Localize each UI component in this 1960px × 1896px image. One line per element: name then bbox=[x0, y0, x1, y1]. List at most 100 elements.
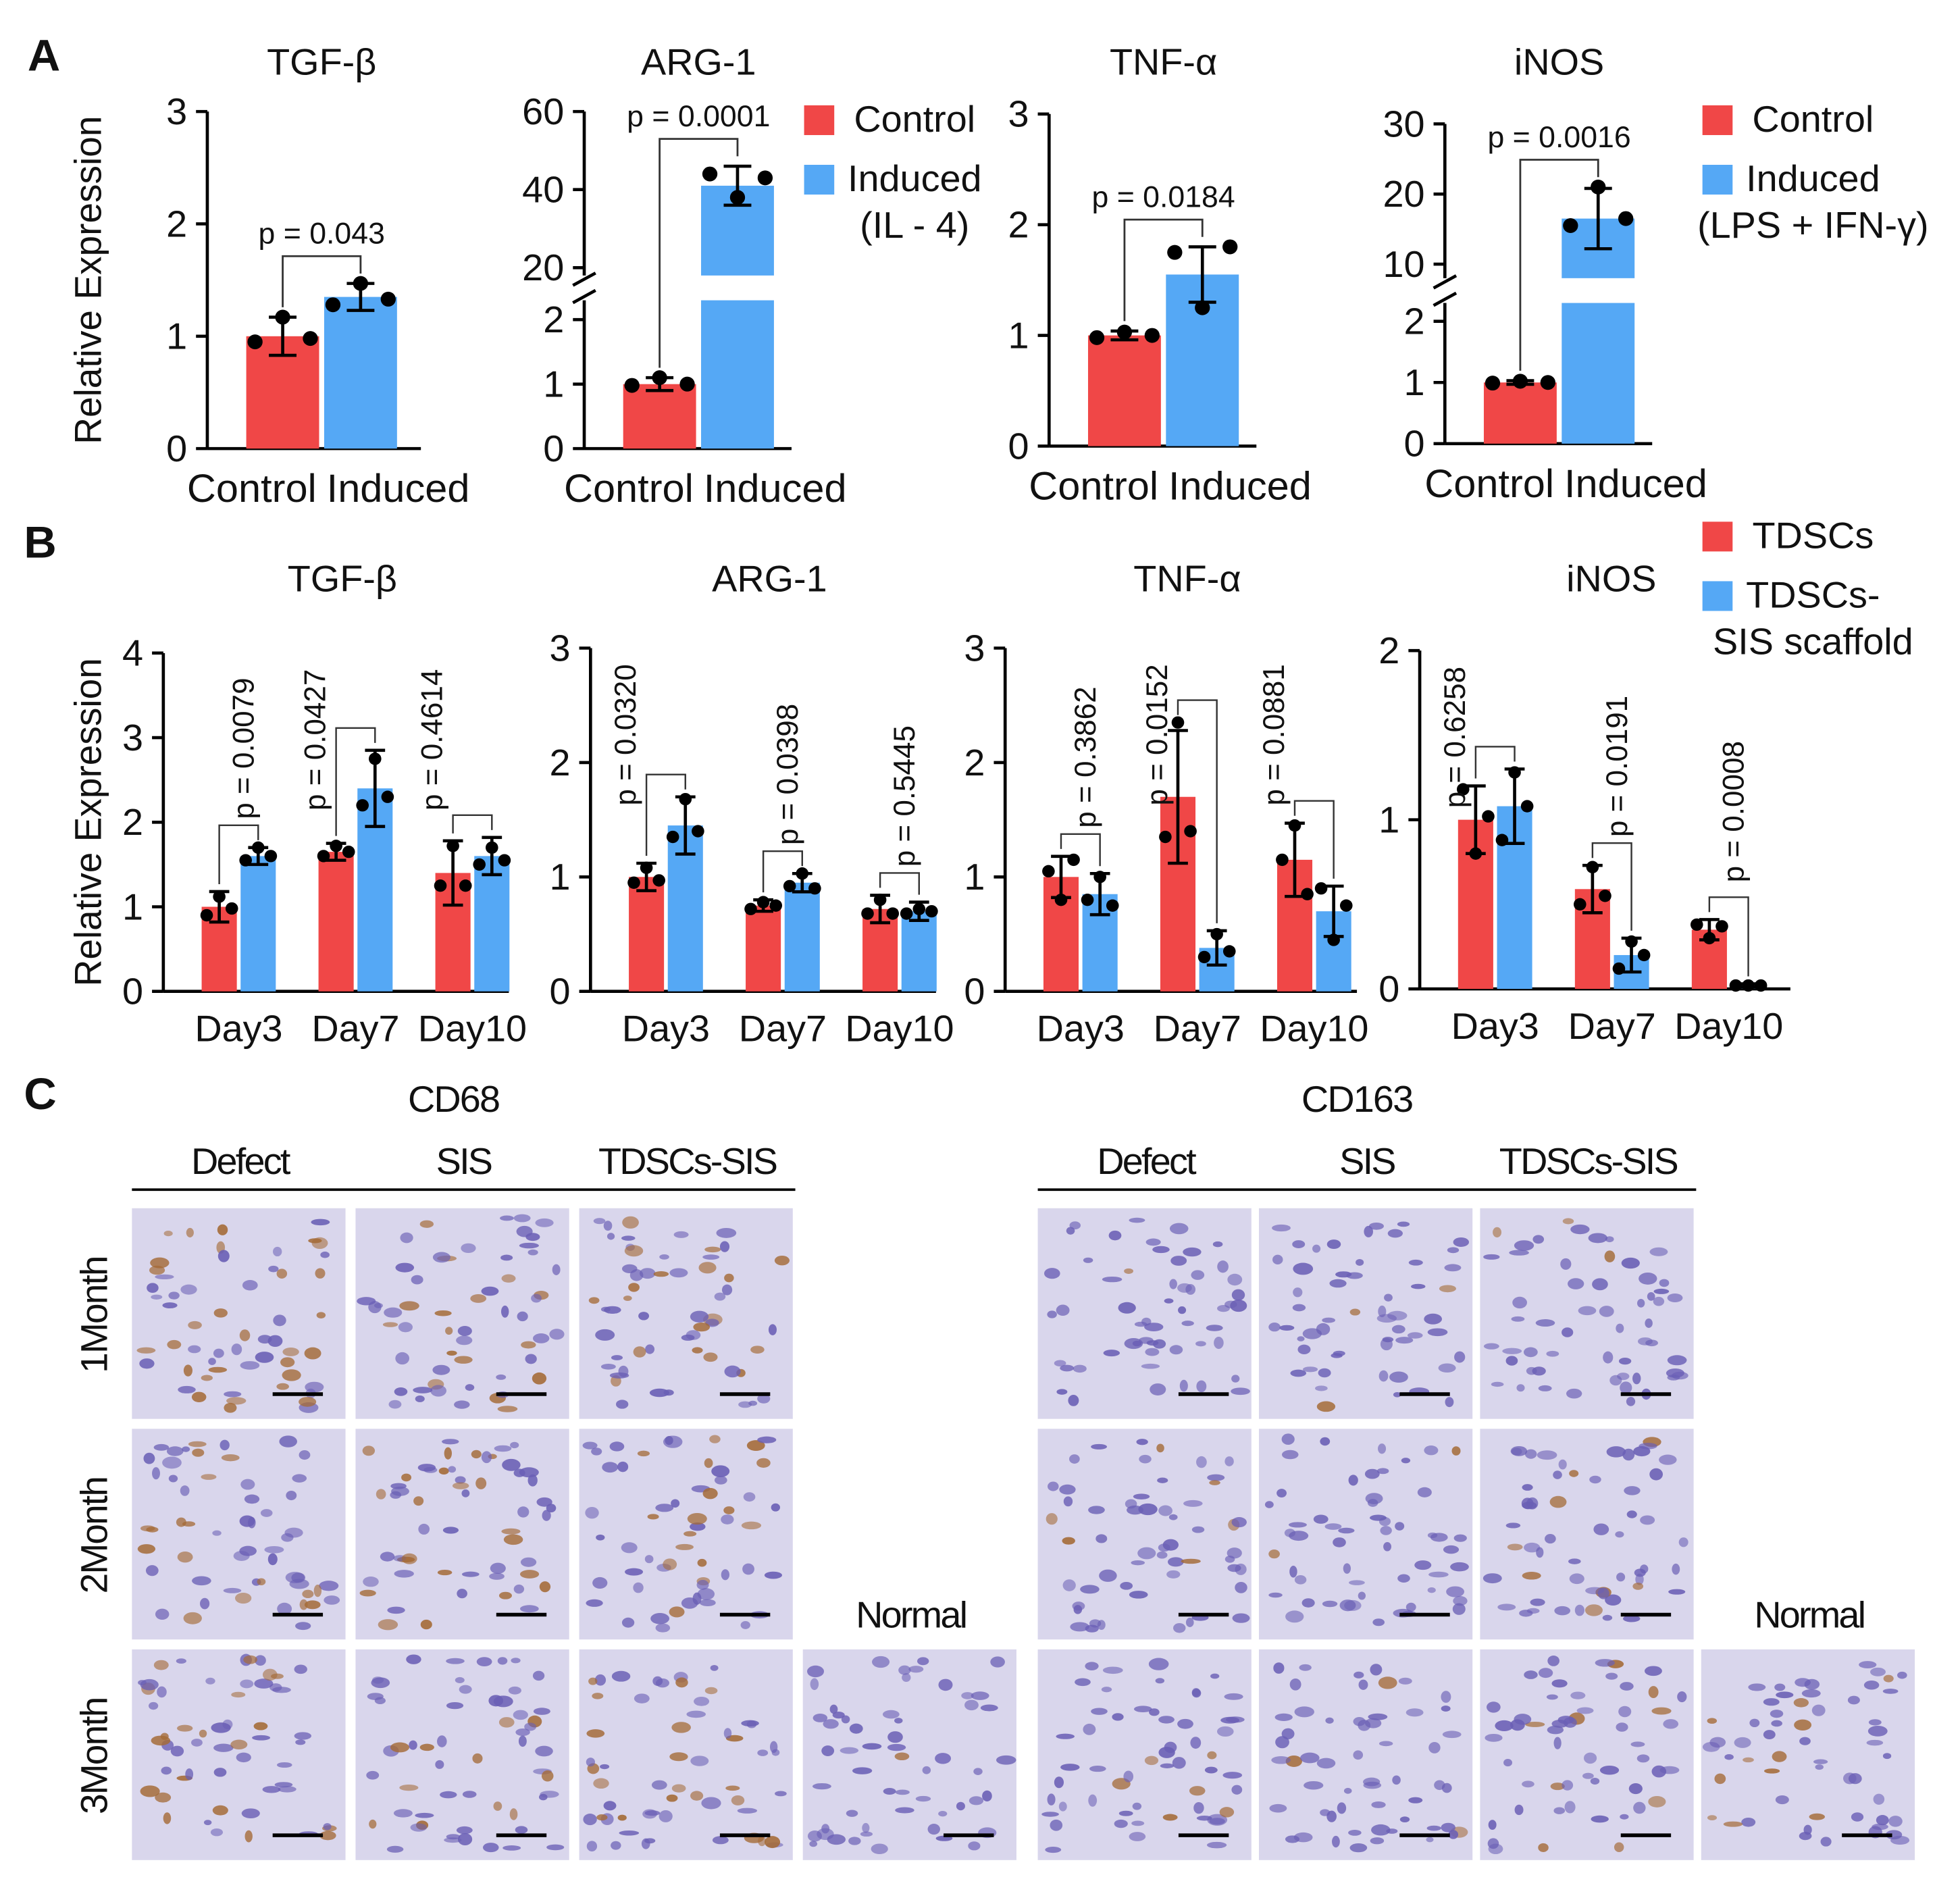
stained-cell bbox=[503, 1534, 523, 1545]
nucleus bbox=[1537, 1450, 1557, 1460]
nucleus bbox=[1224, 1456, 1234, 1466]
nucleus bbox=[1624, 1486, 1641, 1495]
nucleus bbox=[1231, 1785, 1243, 1795]
stained-cell bbox=[756, 1458, 771, 1468]
stained-cell bbox=[521, 1341, 536, 1349]
nucleus bbox=[898, 1665, 911, 1675]
stained-cell bbox=[226, 1397, 247, 1405]
x-tick-label: Day7 bbox=[311, 1008, 399, 1050]
nucleus bbox=[694, 1696, 710, 1706]
nucleus bbox=[210, 1828, 224, 1837]
stained-cell bbox=[319, 1830, 336, 1841]
nucleus bbox=[1275, 1736, 1289, 1749]
nucleus bbox=[1398, 1677, 1412, 1685]
stained-cell bbox=[617, 1814, 627, 1821]
nucleus bbox=[1574, 1604, 1584, 1616]
stained-cell bbox=[188, 1441, 207, 1447]
nucleus bbox=[1145, 1348, 1160, 1356]
bar bbox=[318, 852, 354, 992]
stained-cell bbox=[647, 1514, 659, 1520]
nucleus bbox=[489, 1572, 505, 1580]
nucleus bbox=[390, 1483, 407, 1489]
nucleus bbox=[500, 1215, 514, 1221]
nucleus bbox=[1222, 1772, 1243, 1779]
nucleus bbox=[1616, 1323, 1624, 1333]
stained-cell bbox=[671, 1784, 686, 1793]
nucleus bbox=[1443, 1545, 1460, 1554]
column-label: TDSCs-SIS bbox=[1499, 1140, 1678, 1182]
nucleus bbox=[1497, 1604, 1516, 1611]
nucleus bbox=[603, 1801, 617, 1811]
nucleus bbox=[649, 1388, 670, 1398]
nucleus bbox=[810, 1678, 819, 1691]
stained-cell bbox=[221, 1454, 240, 1462]
nucleus bbox=[1136, 1439, 1148, 1445]
nucleus bbox=[1799, 1737, 1811, 1745]
nucleus bbox=[719, 1241, 730, 1252]
nucleus bbox=[1207, 1474, 1225, 1481]
nucleus bbox=[938, 1811, 948, 1817]
nucleus bbox=[1047, 1310, 1057, 1318]
nucleus bbox=[1447, 1247, 1460, 1254]
stained-cell bbox=[434, 1310, 452, 1316]
nucleus bbox=[582, 1441, 598, 1450]
nucleus bbox=[1568, 1278, 1584, 1289]
nucleus bbox=[240, 1479, 255, 1490]
nucleus bbox=[384, 1307, 403, 1318]
nucleus bbox=[644, 1555, 654, 1564]
y-tick-label: 1 bbox=[550, 856, 571, 898]
nucleus bbox=[1595, 1659, 1615, 1667]
nucleus bbox=[1054, 1776, 1064, 1789]
nucleus bbox=[1606, 1446, 1626, 1458]
stained-cell bbox=[472, 1753, 483, 1764]
nucleus bbox=[1294, 1706, 1314, 1718]
chart-title: ARG-1 bbox=[712, 558, 827, 600]
stained-cell bbox=[624, 1245, 644, 1257]
nucleus bbox=[1630, 1741, 1645, 1747]
y-tick-label: 40 bbox=[522, 169, 564, 211]
nucleus bbox=[625, 1568, 644, 1576]
nucleus bbox=[616, 1400, 629, 1409]
nucleus bbox=[1273, 1662, 1285, 1674]
data-point bbox=[473, 858, 486, 871]
normal-label: Normal bbox=[856, 1594, 966, 1636]
nucleus bbox=[1526, 1608, 1540, 1614]
nucleus bbox=[257, 1335, 272, 1344]
nucleus bbox=[502, 1845, 521, 1851]
nucleus bbox=[224, 1391, 242, 1398]
nucleus bbox=[1741, 1817, 1756, 1827]
nucleus bbox=[490, 1562, 506, 1574]
nucleus bbox=[1599, 1306, 1614, 1317]
nucleus bbox=[1149, 1708, 1160, 1716]
nucleus bbox=[1118, 1810, 1133, 1816]
chart-title: TNF-α bbox=[1133, 558, 1241, 600]
significance-bracket bbox=[762, 850, 803, 893]
nucleus bbox=[442, 1439, 459, 1445]
y-tick-label: 2 bbox=[122, 801, 143, 843]
micrograph bbox=[1258, 1208, 1473, 1419]
nucleus bbox=[284, 1527, 303, 1538]
stained-cell bbox=[1743, 1757, 1754, 1763]
nucleus bbox=[1873, 1793, 1885, 1805]
p-value: p = 0.0320 bbox=[609, 664, 642, 805]
nucleus bbox=[860, 1831, 873, 1837]
data-point bbox=[1054, 894, 1068, 906]
stained-cell bbox=[454, 1356, 473, 1364]
nucleus bbox=[1185, 1617, 1194, 1627]
data-point bbox=[1540, 375, 1555, 390]
nucleus bbox=[406, 1654, 421, 1664]
nucleus bbox=[274, 1782, 293, 1788]
stained-cell bbox=[316, 1312, 326, 1319]
nucleus bbox=[1553, 1807, 1566, 1814]
row-label: 2Month bbox=[73, 1477, 115, 1594]
stained-cell bbox=[690, 1791, 704, 1801]
nucleus bbox=[1399, 1816, 1410, 1823]
data-point bbox=[757, 170, 773, 186]
nucleus bbox=[1485, 1733, 1503, 1742]
nucleus bbox=[996, 1755, 1016, 1765]
nucleus bbox=[1414, 1560, 1432, 1570]
panel-label: C bbox=[24, 1069, 56, 1119]
nucleus bbox=[1649, 1468, 1663, 1481]
nucleus bbox=[459, 1685, 472, 1694]
nucleus bbox=[807, 1830, 822, 1842]
